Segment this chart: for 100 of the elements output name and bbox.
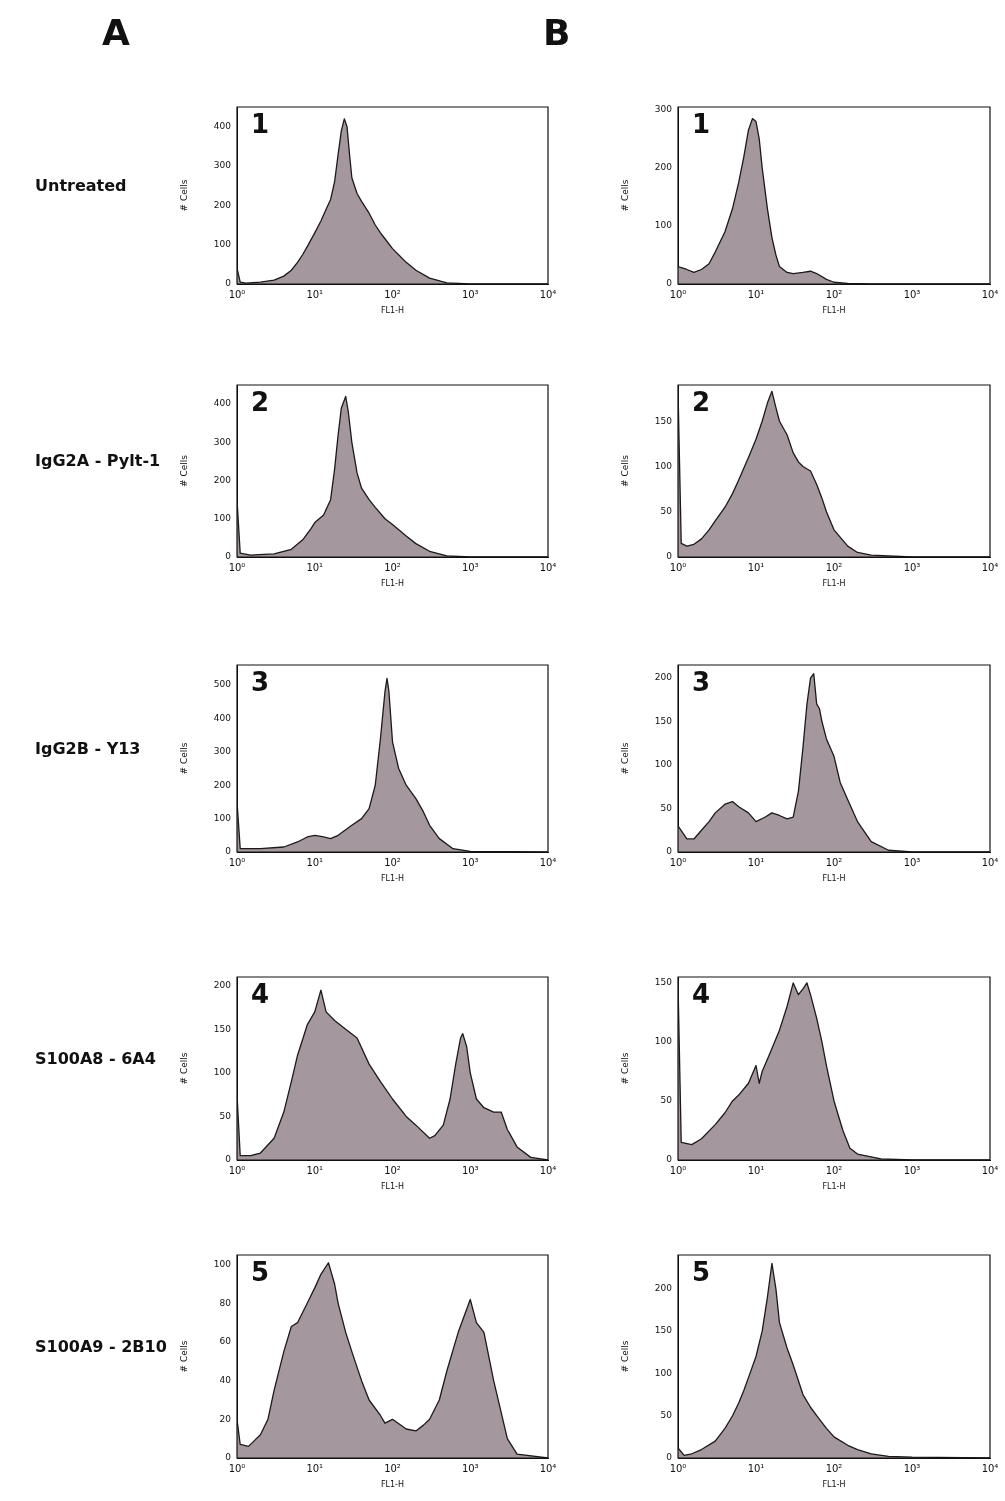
x-tick-label: 10⁴ — [981, 1164, 999, 1176]
x-tick-label: 10¹ — [747, 288, 765, 300]
y-tick-label: 50 — [660, 1410, 673, 1421]
annotation: 3 — [251, 666, 270, 697]
y-tick-label: 100 — [213, 239, 232, 250]
x-tick-label: 10⁰ — [669, 1462, 687, 1474]
y-tick-label: 150 — [654, 415, 673, 426]
x-tick-label: 10² — [384, 856, 401, 868]
x-tick-label: 10⁴ — [539, 856, 557, 868]
x-tick-label: 10¹ — [747, 1164, 765, 1176]
y-tick-label: 200 — [654, 672, 673, 683]
x-tick-label: 10² — [384, 1462, 401, 1474]
y-tick-label: 200 — [213, 779, 232, 790]
x-tick-label: 10² — [384, 1164, 401, 1176]
x-tick-label: 10² — [825, 856, 843, 868]
x-tick-label: 10⁰ — [228, 561, 246, 573]
y-tick-label: 200 — [654, 1283, 673, 1294]
annotation: 1 — [692, 108, 711, 139]
y-tick-label: 50 — [219, 1110, 232, 1121]
x-tick-label: 10⁴ — [539, 1164, 557, 1176]
y-tick-label: 50 — [660, 1095, 673, 1106]
x-tick-label: 10¹ — [306, 856, 324, 868]
y-tick-label: 0 — [666, 1452, 673, 1463]
annotation: 5 — [251, 1256, 270, 1287]
x-tick-label: 10³ — [461, 1462, 479, 1474]
chart-title: B — [543, 12, 571, 53]
y-tick-label: 500 — [213, 679, 232, 690]
x-tick-label: 10³ — [461, 288, 479, 300]
x-axis-title: FL1-H — [822, 579, 846, 589]
x-tick-label: 10¹ — [306, 561, 324, 573]
y-axis-title: # Cells — [178, 1340, 189, 1373]
y-axis-title: # Cells — [619, 742, 630, 775]
x-tick-label: 10⁴ — [981, 856, 999, 868]
y-axis-title: # Cells — [619, 1052, 630, 1085]
y-tick-label: 100 — [213, 1067, 232, 1078]
y-tick-label: 0 — [225, 551, 232, 562]
text: S100A9 - 2B10 — [35, 1336, 167, 1356]
x-tick-label: 10⁴ — [981, 288, 999, 300]
y-tick-label: 400 — [213, 712, 232, 723]
x-axis-title: FL1-H — [380, 1182, 405, 1192]
y-axis-title: # Cells — [178, 742, 189, 775]
y-tick-label: 300 — [213, 746, 232, 757]
x-tick-label: 10⁰ — [669, 288, 687, 300]
y-tick-label: 100 — [654, 1367, 673, 1378]
annotation: 3 — [692, 666, 711, 697]
y-tick-label: 300 — [654, 104, 673, 115]
x-tick-label: 10² — [825, 1164, 843, 1176]
x-tick-label: 10⁴ — [539, 1462, 557, 1474]
x-axis-title: FL1-H — [822, 1480, 846, 1490]
y-tick-label: 0 — [225, 846, 232, 857]
y-tick-label: 200 — [213, 980, 232, 991]
y-tick-label: 0 — [225, 278, 232, 289]
y-tick-label: 400 — [213, 121, 232, 132]
y-axis-title: # Cells — [178, 179, 189, 212]
annotation: 2 — [251, 386, 270, 417]
y-tick-label: 150 — [654, 1325, 673, 1336]
x-axis-title: FL1-H — [822, 1182, 846, 1192]
annotation: 4 — [251, 978, 270, 1009]
y-tick-label: 0 — [225, 1452, 232, 1463]
chart-title: A — [102, 12, 130, 53]
x-tick-label: 10¹ — [747, 1462, 765, 1474]
text: IgG2B - Y13 — [35, 738, 141, 758]
x-tick-label: 10¹ — [306, 1164, 324, 1176]
x-tick-label: 10² — [825, 561, 843, 573]
y-tick-label: 150 — [213, 1023, 232, 1034]
x-tick-label: 10³ — [461, 856, 479, 868]
y-tick-label: 100 — [213, 812, 232, 823]
y-tick-label: 150 — [654, 715, 673, 726]
y-tick-label: 0 — [666, 551, 673, 562]
x-tick-label: 10³ — [903, 856, 921, 868]
x-axis-title: FL1-H — [822, 874, 846, 884]
x-tick-label: 10⁰ — [228, 288, 246, 300]
x-tick-label: 10⁴ — [981, 561, 999, 573]
x-tick-label: 10² — [384, 288, 401, 300]
y-axis-title: # Cells — [178, 454, 189, 487]
y-tick-label: 100 — [213, 513, 232, 524]
y-tick-label: 50 — [660, 506, 673, 517]
x-tick-label: 10² — [825, 1462, 843, 1474]
x-tick-label: 10¹ — [306, 1462, 324, 1474]
x-tick-label: 10¹ — [747, 561, 765, 573]
y-tick-label: 40 — [219, 1375, 232, 1386]
x-axis-title: FL1-H — [380, 1480, 405, 1490]
y-tick-label: 100 — [654, 1036, 673, 1047]
annotation: 1 — [251, 108, 270, 139]
y-axis-title: # Cells — [619, 454, 630, 487]
annotation: 5 — [692, 1256, 711, 1287]
x-tick-label: 10⁰ — [669, 856, 687, 868]
y-tick-label: 100 — [654, 460, 673, 471]
x-axis-title: FL1-H — [380, 306, 405, 316]
y-tick-label: 20 — [219, 1413, 232, 1424]
x-axis-title: FL1-H — [380, 874, 405, 884]
x-tick-label: 10⁰ — [228, 1462, 246, 1474]
y-tick-label: 200 — [213, 474, 232, 485]
text: Untreated — [35, 175, 127, 195]
y-tick-label: 100 — [654, 759, 673, 770]
x-tick-label: 10⁴ — [539, 288, 557, 300]
x-tick-label: 10⁰ — [669, 561, 687, 573]
y-tick-label: 60 — [219, 1336, 232, 1347]
x-tick-label: 10³ — [903, 1164, 921, 1176]
y-tick-label: 0 — [225, 1154, 232, 1165]
